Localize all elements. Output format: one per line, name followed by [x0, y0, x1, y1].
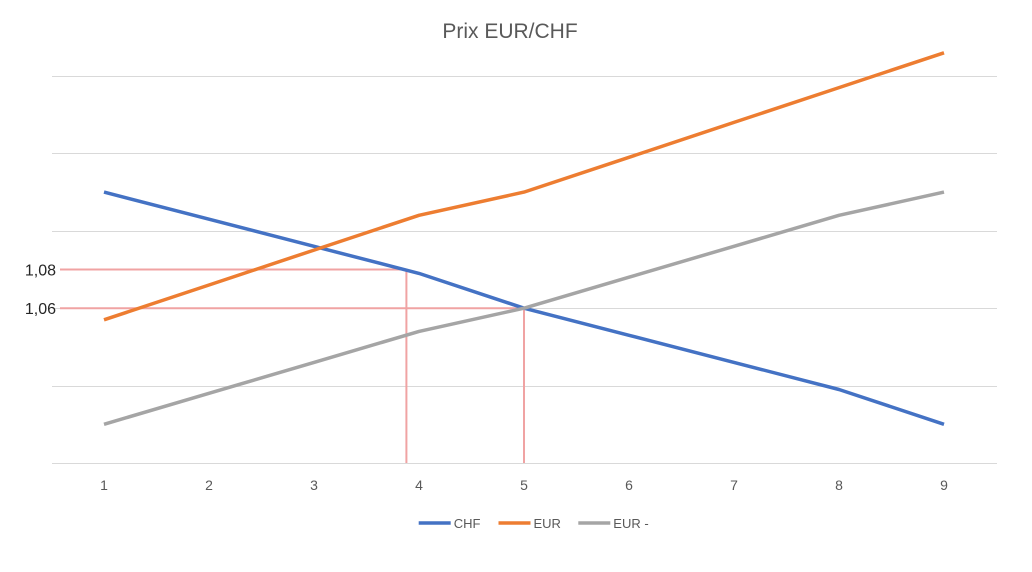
y-tick-label: 1,06: [25, 301, 56, 318]
series-line-eur: [103, 190, 945, 426]
legend-item: EUR -: [578, 516, 649, 531]
x-tick-label: 9: [940, 477, 948, 493]
x-tick-label: 6: [625, 477, 633, 493]
series-lines: [103, 51, 945, 426]
x-tick-label: 1: [100, 477, 108, 493]
chart-title: Prix EUR/CHF: [442, 20, 577, 43]
legend-label: EUR: [534, 516, 561, 531]
y-tick-label: 1,08: [25, 263, 56, 280]
y-axis-tick-labels: 1,08 1,06: [25, 263, 56, 319]
legend-item: EUR: [498, 516, 561, 531]
x-tick-label: 8: [835, 477, 843, 493]
x-tick-label: 7: [730, 477, 738, 493]
legend-item: CHF: [418, 516, 481, 531]
x-axis-tick-labels: 1 2 3 4 5 6 7 8 9: [100, 477, 948, 493]
reference-lines: [60, 268, 525, 463]
legend-label: CHF: [454, 516, 481, 531]
legend: CHF EUR EUR -: [418, 516, 649, 531]
x-tick-label: 5: [520, 477, 528, 493]
legend-label: EUR -: [613, 516, 648, 531]
x-tick-label: 3: [310, 477, 318, 493]
x-tick-label: 2: [205, 477, 213, 493]
x-tick-label: 4: [415, 477, 423, 493]
series-line-eur: [103, 51, 945, 322]
